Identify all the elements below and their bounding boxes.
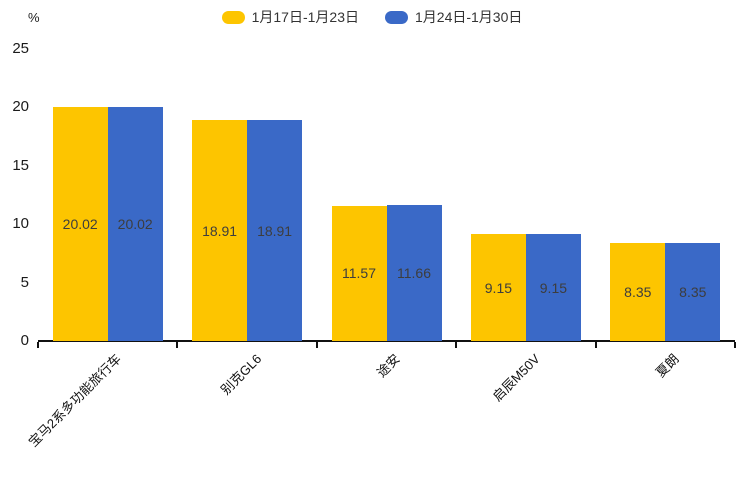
y-tick-label: 15: [12, 156, 29, 174]
legend-item[interactable]: 1月24日-1月30日: [385, 7, 522, 27]
bar: [610, 243, 666, 341]
x-axis-line: [38, 340, 735, 342]
x-tick-mark: [455, 342, 458, 348]
x-tick-mark: [734, 342, 736, 348]
bar-value-label: 8.35: [679, 284, 707, 301]
bar-value-label: 9.15: [484, 279, 513, 296]
bar-value-label: 8.35: [624, 284, 652, 301]
bar-value-label: 11.66: [397, 264, 431, 281]
legend-swatch-icon: [221, 10, 245, 24]
legend-item[interactable]: 1月17日-1月23日: [221, 7, 359, 27]
bar-value-label: 18.91: [257, 222, 293, 239]
bar-value-label: 18.91: [202, 222, 238, 239]
bar: [247, 120, 303, 341]
x-tick-mark: [594, 342, 597, 348]
y-tick-label: 25: [12, 40, 29, 57]
bar-value-label: 9.15: [539, 279, 568, 296]
bar: [665, 243, 721, 341]
chart-legend: 1月17日-1月23日 1月24日-1月30日: [0, 7, 744, 27]
bar: [525, 234, 581, 341]
bar: [52, 107, 108, 341]
y-tick-label: 20: [12, 98, 29, 116]
y-tick-label: 0: [20, 332, 29, 349]
bar: [192, 120, 248, 341]
bar: [107, 107, 163, 341]
y-axis-unit-label: %: [28, 10, 40, 25]
bar-value-label: 20.02: [62, 216, 98, 233]
x-category-label: 途安: [374, 351, 404, 381]
x-category-label: 宝马2系多功能旅行车: [25, 351, 125, 450]
bar: [331, 205, 387, 341]
bar: [386, 204, 442, 341]
x-category-label: 启辰M50V: [489, 351, 543, 405]
x-tick-mark: [315, 342, 318, 348]
y-tick-label: 10: [12, 215, 29, 233]
y-tick-label: 5: [20, 273, 29, 291]
legend-label: 1月24日-1月30日: [415, 9, 523, 25]
bar-value-label: 20.02: [117, 216, 153, 233]
x-category-label: 夏朗: [653, 351, 683, 381]
x-tick-mark: [37, 342, 39, 348]
legend-label: 1月17日-1月23日: [251, 9, 359, 25]
bar-value-label: 11.57: [342, 265, 376, 282]
legend-swatch-icon: [385, 10, 408, 24]
x-category-label: 别克GL6: [217, 351, 264, 398]
x-tick-mark: [176, 342, 179, 348]
bar: [470, 234, 526, 341]
